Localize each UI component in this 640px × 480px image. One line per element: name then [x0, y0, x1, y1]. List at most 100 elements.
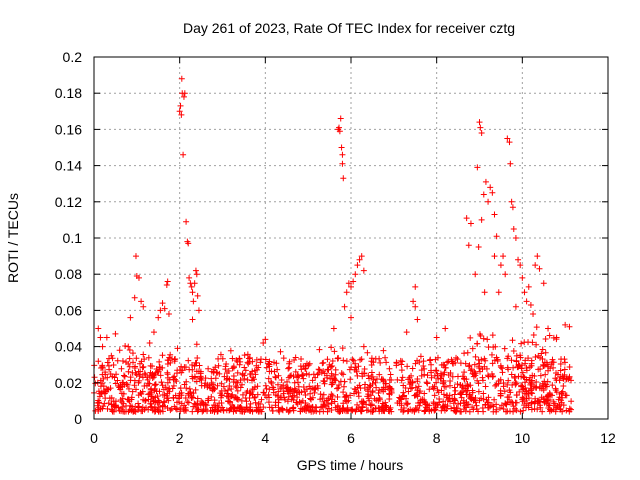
data-point — [340, 383, 347, 390]
data-point — [471, 361, 478, 368]
data-point — [262, 382, 269, 389]
data-point — [502, 400, 509, 407]
data-point — [542, 383, 549, 390]
data-point — [538, 350, 545, 357]
data-point — [446, 392, 453, 399]
data-point — [160, 386, 167, 393]
data-point — [535, 366, 542, 373]
data-point — [446, 382, 453, 389]
data-point — [441, 369, 448, 376]
data-point — [272, 374, 279, 381]
data-point — [475, 388, 482, 395]
y-tick-label: 0.1 — [63, 230, 83, 246]
data-point — [238, 381, 245, 388]
data-point — [276, 408, 283, 415]
data-point — [540, 280, 547, 287]
data-point — [545, 405, 552, 412]
data-point — [91, 374, 98, 381]
data-point — [120, 372, 127, 379]
data-point — [519, 369, 526, 376]
data-point — [194, 354, 201, 361]
data-point — [348, 364, 355, 371]
data-point — [362, 381, 369, 388]
data-point — [520, 373, 527, 380]
data-point — [230, 363, 237, 370]
data-point — [387, 371, 394, 378]
data-point — [504, 408, 511, 415]
data-point — [469, 404, 476, 411]
data-point — [352, 360, 359, 367]
data-point — [459, 382, 466, 389]
data-point — [531, 405, 538, 412]
data-point — [509, 204, 516, 211]
data-point — [182, 364, 189, 371]
data-point — [327, 375, 334, 382]
data-point — [295, 383, 302, 390]
data-point — [152, 381, 159, 388]
data-point — [411, 392, 418, 399]
data-point — [145, 396, 152, 403]
data-point — [139, 388, 146, 395]
data-point — [377, 359, 384, 366]
data-point — [337, 115, 344, 122]
data-point — [147, 403, 154, 410]
data-point — [560, 402, 567, 409]
data-point — [278, 376, 285, 383]
data-point — [270, 386, 277, 393]
data-point — [491, 211, 498, 218]
data-point — [458, 394, 465, 401]
data-point — [244, 376, 251, 383]
data-point — [188, 283, 195, 290]
data-point — [166, 354, 173, 361]
data-point — [405, 388, 412, 395]
data-point — [212, 375, 219, 382]
data-point — [467, 334, 474, 341]
data-point — [234, 387, 241, 394]
data-point — [426, 406, 433, 413]
data-point — [127, 314, 134, 321]
data-point — [138, 298, 145, 305]
data-point — [312, 404, 319, 411]
data-point — [528, 360, 535, 367]
data-point — [334, 385, 341, 392]
data-point — [481, 289, 488, 296]
data-point — [351, 385, 358, 392]
data-point — [159, 391, 166, 398]
data-point — [92, 380, 99, 387]
data-point — [260, 339, 267, 346]
data-point — [414, 357, 421, 364]
data-point — [431, 407, 438, 414]
data-point — [194, 292, 201, 299]
data-point — [475, 356, 482, 363]
y-tick-label: 0.2 — [63, 49, 83, 65]
data-point — [330, 325, 337, 332]
data-point — [544, 378, 551, 385]
data-point — [550, 359, 557, 366]
data-point — [462, 408, 469, 415]
data-point — [348, 407, 355, 414]
data-point — [104, 359, 111, 366]
data-point — [140, 303, 147, 310]
data-point — [225, 387, 232, 394]
data-point — [489, 189, 496, 196]
data-point — [257, 359, 264, 366]
data-point — [170, 374, 177, 381]
data-point — [192, 386, 199, 393]
data-point — [358, 398, 365, 405]
data-point — [336, 128, 343, 135]
data-point — [338, 370, 345, 377]
data-point — [236, 361, 243, 368]
data-point — [533, 384, 540, 391]
data-point — [249, 374, 256, 381]
data-point — [300, 375, 307, 382]
data-point — [258, 396, 265, 403]
data-point — [294, 379, 301, 386]
data-point — [475, 380, 482, 387]
data-point — [131, 365, 138, 372]
data-point — [114, 377, 121, 384]
data-point — [556, 377, 563, 384]
data-point — [254, 391, 261, 398]
data-point — [104, 405, 111, 412]
data-point — [481, 355, 488, 362]
data-point — [431, 392, 438, 399]
